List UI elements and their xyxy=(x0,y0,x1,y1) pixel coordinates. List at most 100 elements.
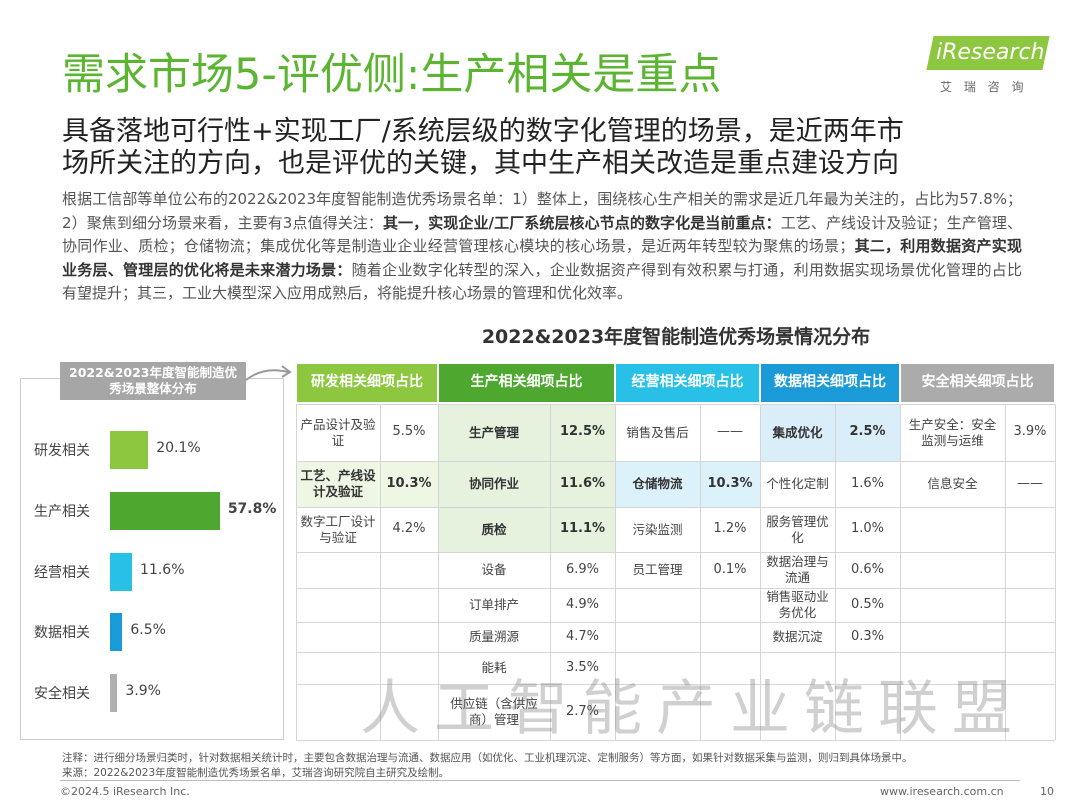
footer-line xyxy=(60,780,1020,781)
cell-value: 3.5% xyxy=(565,659,600,675)
cell-name: 信息安全 xyxy=(927,476,978,492)
cell-name: 数据治理与流通 xyxy=(766,554,829,585)
title: 需求市场5-评优侧:生产相关是重点 xyxy=(62,50,722,100)
bar xyxy=(110,492,220,530)
value-label: 57.8% xyxy=(227,501,277,517)
cell-value: 11.1% xyxy=(550,507,615,552)
value-label: 6.5% xyxy=(130,622,166,638)
category-label: 研发相关 xyxy=(34,443,90,459)
row-line xyxy=(296,507,1055,508)
paragraph-segment: 随着企业数字化转型的深入，企业数据资产得到有效积累与打通，利用数据实现场景优化管… xyxy=(62,260,1022,303)
cell-name: 订单排产 xyxy=(468,597,519,613)
col-line xyxy=(760,404,761,740)
cell-value: 4.7% xyxy=(565,628,600,644)
chart-title: 2022&2023年度智能制造优秀场景整体分布 xyxy=(60,362,246,400)
cell-value: 1.0% xyxy=(850,521,885,537)
row-line xyxy=(296,552,1055,553)
row-line xyxy=(296,588,1055,589)
cell-name: 能耗 xyxy=(481,660,507,676)
col-line xyxy=(380,404,381,740)
cell-name: 个性化定制 xyxy=(766,476,829,492)
cell-value: 12.5% xyxy=(550,404,615,461)
group-header: 生产相关细项占比 xyxy=(439,364,614,402)
paragraph-segment: 其一，实现企业/工厂系统层核心节点的数字化是当前重点： xyxy=(382,213,781,232)
group-header: 数据相关细项占比 xyxy=(761,364,899,402)
cell-name: 销售及售后 xyxy=(626,424,689,440)
cell-value: 0.5% xyxy=(850,596,885,612)
col-line xyxy=(835,404,836,740)
cell-name: 仓储物流 xyxy=(615,461,700,507)
website: www.iresearch.com.cn xyxy=(880,785,1004,798)
group-header: 研发相关细项占比 xyxy=(297,364,437,402)
cell-name: 供应链（含供应商）管理 xyxy=(450,696,538,727)
row-line xyxy=(296,622,1055,623)
category-label: 生产相关 xyxy=(34,504,90,520)
group-header: 经营相关细项占比 xyxy=(616,364,759,402)
logo-sub: 艾 瑞 咨 询 xyxy=(940,80,1028,94)
cell-value: 3.9% xyxy=(1013,424,1047,440)
cell-value: 1.6% xyxy=(850,475,885,491)
cell-name: 设备 xyxy=(481,562,507,578)
cell-name: 生产管理 xyxy=(438,404,550,461)
paragraph-segment: 其二，利用数据资产实现业务层、管理层的优化将是未来潜力场景： xyxy=(62,237,1022,279)
cell-value: 10.3% xyxy=(700,461,760,507)
arrow xyxy=(245,365,292,381)
value-label: 3.9% xyxy=(125,683,161,699)
col-line xyxy=(550,404,551,740)
bar xyxy=(110,553,133,591)
cell-name: 数据沉淀 xyxy=(772,629,823,645)
cell-value: 11.6% xyxy=(550,461,615,507)
category-label: 安全相关 xyxy=(34,686,90,702)
copyright: ©2024.5 iResearch Inc. xyxy=(60,785,190,798)
cell-name: 产品设计及验证 xyxy=(300,416,376,448)
subtitle: 具备落地可行性+实现工厂/系统层级的数字化管理的场景，是近两年市 场所关注的方向… xyxy=(62,116,904,180)
note: 注释：进行细分场景归类时，针对数据相关统计时，主要包含数据治理与流通、数据应用（… xyxy=(62,752,913,764)
row-line xyxy=(296,740,1055,741)
cell-value: 4.9% xyxy=(565,596,600,612)
subtitle-line: 具备落地可行性+实现工厂/系统层级的数字化管理的场景，是近两年市 xyxy=(62,116,904,147)
cell-name: 集成优化 xyxy=(760,404,835,461)
cell-value: 4.2% xyxy=(392,521,426,537)
cell-value: 0.1% xyxy=(713,561,747,577)
cell-name: 质检 xyxy=(438,507,550,552)
col-line xyxy=(700,404,701,740)
cell-name: 协同作业 xyxy=(438,461,550,507)
page-number: 10 xyxy=(1040,785,1054,798)
category-label: 数据相关 xyxy=(34,625,90,641)
subtitle-line: 场所关注的方向，也是评优的关键，其中生产相关改造是重点建设方向 xyxy=(62,148,899,179)
paragraph: 根据工信部等单位公布的2022&2023年度智能制造优秀场景名单：1）整体上，围… xyxy=(62,188,1022,306)
value-label: 11.6% xyxy=(140,562,185,578)
row-line xyxy=(296,652,1055,653)
category-label: 经营相关 xyxy=(34,565,90,581)
cell-name: 质量溯源 xyxy=(468,629,519,645)
cell-value: 5.5% xyxy=(392,424,426,440)
source: 来源：2022&2023年度智能制造优秀场景名单，艾瑞咨询研究院自主研究及绘制。 xyxy=(62,767,450,779)
cell-name: 生产安全：安全监测与运维 xyxy=(908,416,997,448)
cell-name: 工艺、产线设计及验证 xyxy=(296,461,380,507)
cell-value: 0.3% xyxy=(850,628,885,644)
cell-value: 0.6% xyxy=(850,561,885,577)
row-line xyxy=(296,404,1055,405)
cell-name: 污染监测 xyxy=(632,521,683,537)
cell-value: 2.5% xyxy=(835,404,900,461)
cell-name: 员工管理 xyxy=(632,562,683,578)
cell-value: 10.3% xyxy=(380,461,438,507)
col-line xyxy=(900,404,901,740)
cell-value: —— xyxy=(717,424,743,440)
cell-name: 服务管理优化 xyxy=(766,513,829,545)
col-line xyxy=(615,404,616,740)
bar xyxy=(110,674,118,712)
value-label: 20.1% xyxy=(156,440,201,456)
group-header: 安全相关细项占比 xyxy=(901,364,1054,402)
paragraph-segment: 根据工信部等单位公布的2022&2023年度智能制造优秀场景名单：1）整体上，围… xyxy=(62,190,1022,232)
row-line xyxy=(296,684,1055,685)
section-title: 2022&2023年度智能制造优秀场景情况分布 xyxy=(481,326,871,348)
col-line xyxy=(1005,404,1006,740)
logo: iResearch xyxy=(936,40,1045,65)
cell-value: 6.9% xyxy=(565,561,600,577)
col-line xyxy=(438,404,439,740)
cell-name: 销售驱动业务优化 xyxy=(766,589,829,620)
cell-name: 数字工厂设计与验证 xyxy=(300,513,376,545)
cell-value: 2.7% xyxy=(565,703,600,719)
